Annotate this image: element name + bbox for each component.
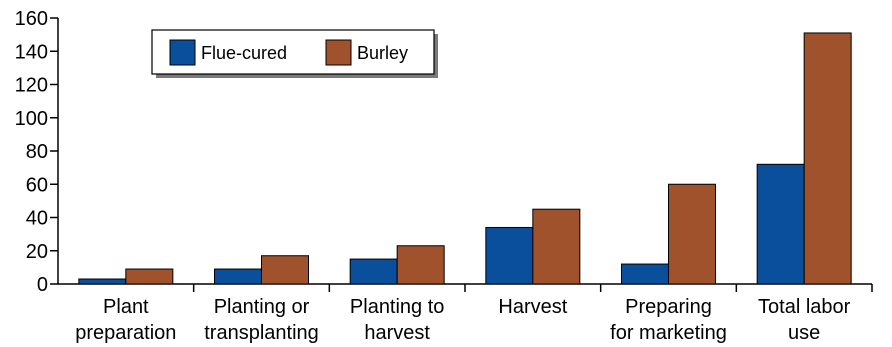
y-tick-label: 160 [15,8,48,30]
legend-box [151,29,435,75]
bar-burley [803,32,852,285]
bar-burley [261,255,309,285]
legend-swatch [169,39,196,66]
bar-burley [532,208,581,285]
bars [78,32,852,285]
x-category-label: Total labor [758,296,851,318]
bar-flue-cured [756,163,805,285]
y-tick-label: 120 [15,75,48,97]
bar-burley [396,245,445,285]
x-category-label: for marketing [610,322,727,344]
legend-label: Flue-cured [201,43,287,63]
legend: Flue-cured Burley [151,29,438,78]
y-tick-label: 80 [26,141,48,163]
x-category-label: Plant [103,296,149,318]
y-tick-label: 60 [26,174,48,196]
x-axis-labels: Plant preparation Planting or transplanting… [75,296,850,344]
legend-label: Burley [357,43,408,63]
bar-burley [125,268,174,285]
bar-flue-cured [214,268,262,285]
x-category-label: Planting or [214,296,310,318]
y-tick-label: 100 [15,108,48,130]
x-category-label: use [788,322,820,344]
x-category-label: Preparing [625,296,712,318]
x-category-label: Planting to [350,296,445,318]
bar-flue-cured [349,258,398,285]
y-tick-label: 40 [26,208,48,230]
bar-flue-cured [621,263,669,285]
x-category-label: Harvest [498,296,567,318]
bar-flue-cured [78,278,127,285]
legend-swatch [325,39,352,66]
y-tick-label: 0 [37,274,48,296]
bar-flue-cured [485,226,534,285]
y-tick-label: 140 [15,41,48,63]
x-category-label: preparation [75,322,176,344]
y-axis-ticks: 0 20 40 60 80 100 120 140 160 [15,8,58,296]
bar-burley [668,183,716,285]
y-tick-label: 20 [26,241,48,263]
x-category-label: transplanting [204,322,319,344]
x-category-label: harvest [364,322,430,344]
